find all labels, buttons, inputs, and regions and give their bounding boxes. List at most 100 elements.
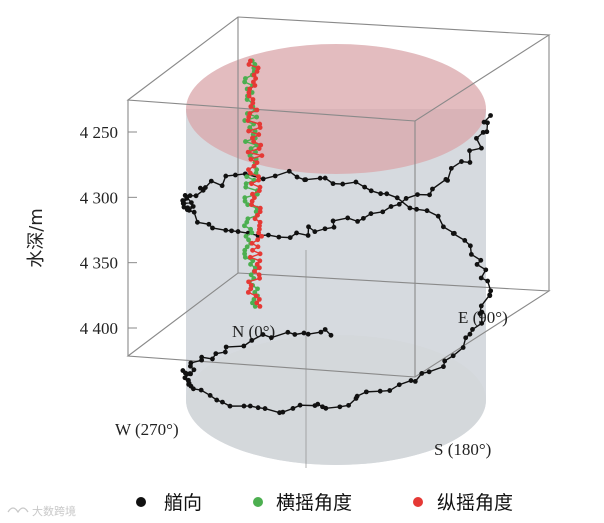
pitch-point (257, 209, 263, 215)
heading-point (272, 173, 278, 179)
heading-point (241, 343, 247, 349)
heading-point (394, 195, 400, 201)
heading-point (470, 327, 475, 332)
pitch-point (259, 153, 265, 159)
heading-point (268, 335, 274, 341)
pitch-point (255, 237, 261, 243)
roll-point (254, 114, 260, 120)
y-axis-label: 水深/m (26, 208, 47, 268)
heading-point (346, 402, 351, 408)
depth-tick-label: 4 350 (80, 254, 118, 273)
roll-point (243, 233, 249, 239)
roll-point (242, 195, 248, 201)
heading-point (294, 174, 300, 180)
heading-point (305, 331, 311, 337)
heading-point (229, 228, 234, 234)
heading-point (478, 257, 484, 263)
pitch-point (257, 265, 262, 271)
legend-label-pitch: 纵摇角度 (437, 492, 513, 514)
heading-point (480, 129, 486, 135)
heading-point (184, 207, 190, 213)
heading-point (330, 181, 336, 187)
pitch-point (256, 272, 262, 278)
heading-point (260, 176, 266, 182)
heading-point (207, 393, 213, 398)
roll-point (243, 184, 249, 190)
heading-point (430, 186, 435, 192)
heading-point (181, 204, 187, 210)
heading-point (198, 387, 204, 393)
heading-point (388, 204, 394, 209)
heading-point (223, 173, 229, 179)
heading-point (403, 196, 409, 201)
heading-point (484, 129, 490, 135)
pitch-point (248, 282, 254, 288)
heading-point (440, 224, 446, 230)
pitch-point (252, 83, 258, 88)
heading-point (384, 191, 390, 197)
roll-point (245, 202, 251, 208)
direction-label-east: E (90°) (458, 308, 508, 327)
pitch-point (257, 275, 263, 281)
depth-tick-label: 4 300 (80, 188, 118, 207)
legend-marker-roll (253, 497, 263, 507)
legend-marker-pitch (413, 497, 423, 507)
heading-point (459, 159, 464, 164)
heading-point (442, 358, 448, 364)
pitch-point (257, 251, 263, 257)
pitch-point (256, 188, 262, 194)
heading-point (467, 243, 473, 249)
heading-point (290, 406, 296, 411)
pitch-point (253, 293, 259, 299)
pitch-point (259, 233, 264, 239)
heading-point (323, 405, 329, 411)
roll-point (242, 118, 248, 123)
pitch-point (250, 191, 255, 197)
logo-icon (7, 507, 29, 514)
pitch-point (257, 205, 263, 211)
heading-point (232, 172, 238, 178)
heading-point (208, 178, 214, 184)
heading-point (315, 401, 321, 407)
pitch-point (257, 258, 263, 264)
heading-point (414, 206, 419, 212)
heading-point (292, 332, 298, 337)
pitch-point (249, 202, 254, 208)
pitch-point (249, 181, 254, 187)
heading-point (331, 224, 337, 230)
heading-point (182, 370, 188, 376)
pitch-point (248, 104, 254, 109)
pitch-point (248, 286, 254, 292)
heading-point (467, 160, 473, 165)
heading-point (485, 278, 491, 284)
heading-point (312, 229, 318, 235)
heading-point (222, 349, 228, 355)
heading-point (450, 353, 456, 359)
depth-tick-label: 4 250 (80, 123, 118, 142)
heading-point (407, 205, 413, 211)
pitch-point (250, 247, 255, 253)
heading-point (210, 225, 215, 231)
heading-point (194, 219, 200, 225)
heading-point (463, 335, 469, 341)
heading-point (241, 403, 247, 409)
pitch-point (257, 121, 263, 127)
heading-point (247, 403, 253, 409)
heading-point (199, 357, 205, 363)
heading-point (353, 179, 359, 185)
heading-point (340, 181, 346, 187)
watermark: 大数跨境 (7, 504, 76, 518)
heading-point (302, 177, 308, 183)
pitch-point (251, 163, 257, 169)
heading-point (424, 208, 430, 214)
pitch-point (250, 100, 256, 106)
heading-point (305, 233, 311, 238)
heading-point (322, 175, 328, 181)
heading-point (477, 311, 483, 316)
pitch-point (251, 139, 257, 144)
heading-point (481, 119, 487, 125)
heading-point (426, 369, 432, 375)
pitch-point (250, 97, 256, 102)
pitch-point (256, 146, 262, 152)
heading-point (317, 175, 323, 181)
